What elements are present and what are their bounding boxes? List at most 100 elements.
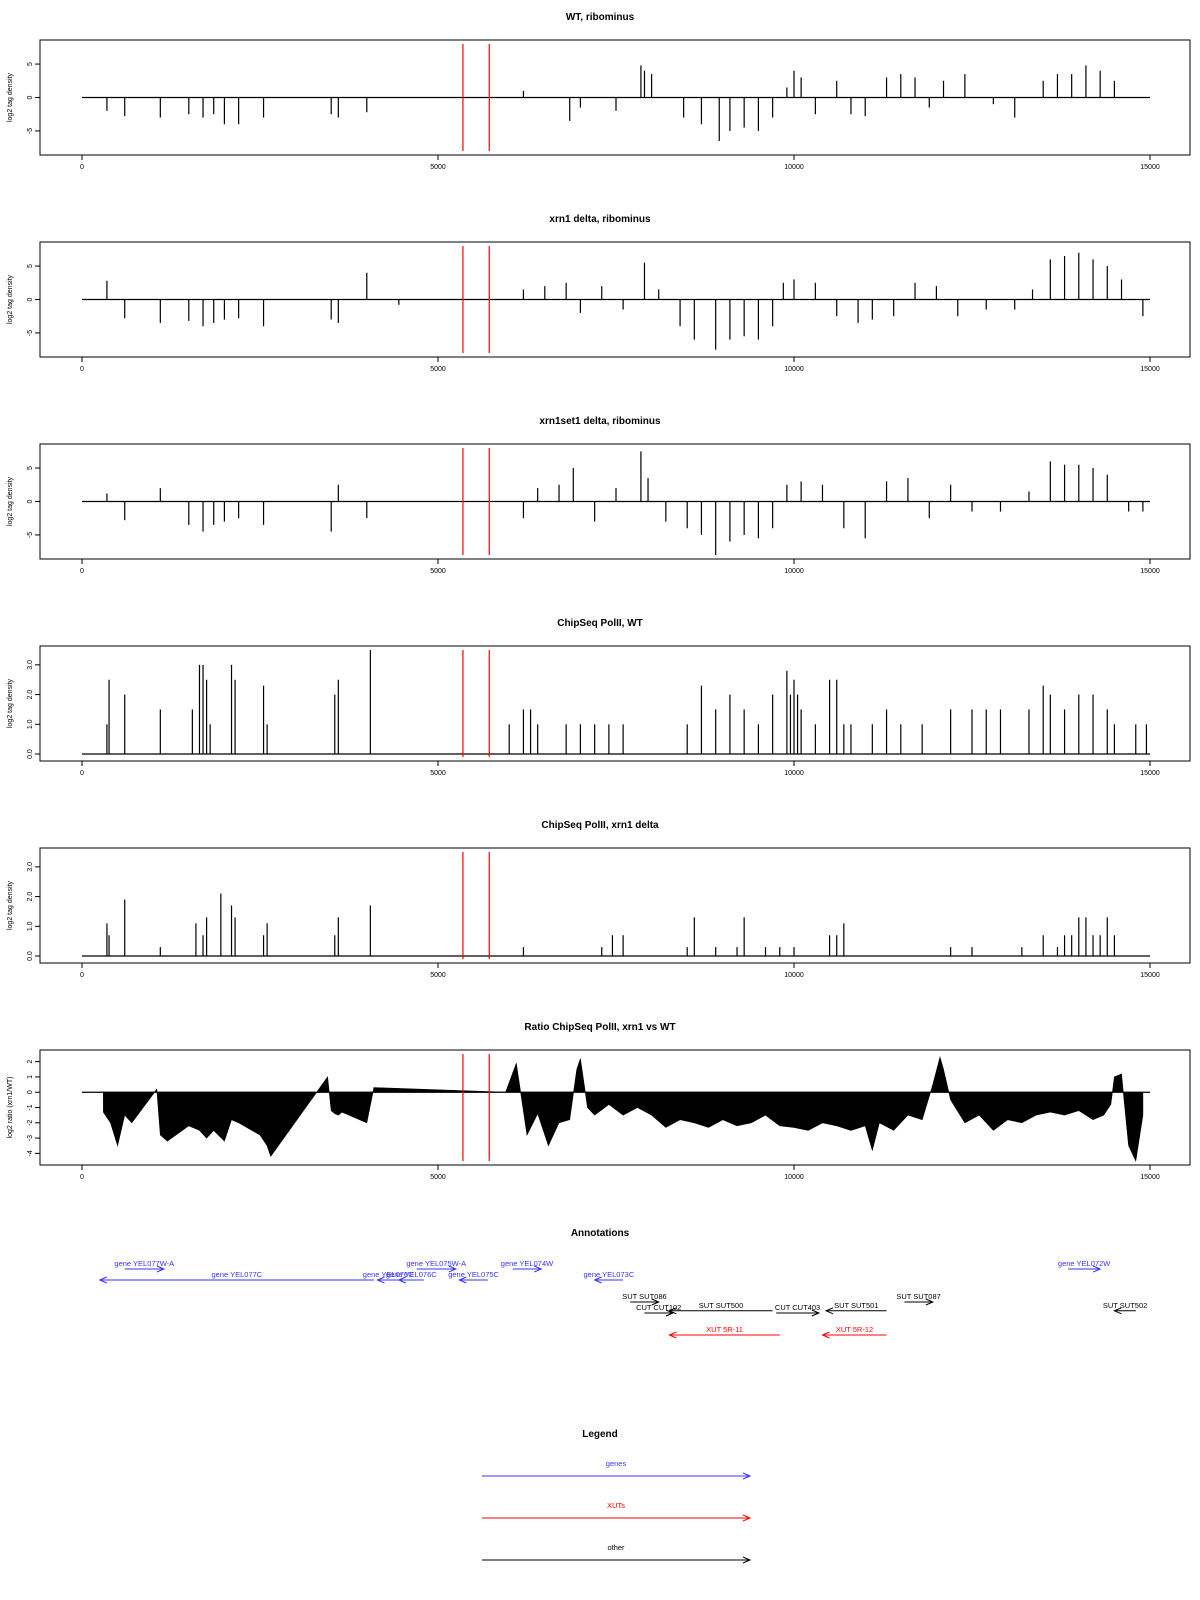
arrow-head bbox=[668, 1331, 677, 1339]
arrow-head bbox=[811, 1309, 821, 1317]
track-panel-1: WT, ribominus -5 0 5 log2 tag density 0 5000 10… bbox=[7, 12, 1191, 171]
x-tick-label: 15000 bbox=[1140, 568, 1160, 575]
arrow-head bbox=[593, 1276, 602, 1284]
track-panel-2: xrn1 delta, ribominus -5 0 5 log2 tag densit… bbox=[7, 214, 1191, 373]
panel-frame bbox=[39, 645, 1191, 762]
annotation-genes: gene YEL076C bbox=[363, 1270, 414, 1284]
x-tick-label: 5000 bbox=[430, 1174, 446, 1181]
panel-frame bbox=[39, 847, 1191, 964]
annotation-label: gene YEL073C bbox=[584, 1270, 635, 1279]
y-tick-label: -1 bbox=[27, 1104, 34, 1110]
arrow-head bbox=[534, 1265, 543, 1273]
annotations-panel: Annotations gene YEL077W-A gene YEL077C ge… bbox=[98, 1228, 1147, 1339]
legend-title: Legend bbox=[582, 1429, 618, 1440]
x-tick-label: 0 bbox=[80, 164, 84, 171]
annotation-label: SUT SUT502 bbox=[1103, 1301, 1147, 1310]
y-tick-label: 2 bbox=[27, 1060, 34, 1064]
legend-label: XUTs bbox=[607, 1501, 625, 1510]
annotation-genes: gene YEL075C bbox=[448, 1270, 500, 1284]
annotation-label: SUT SUT501 bbox=[834, 1301, 878, 1310]
track-panel-4: ChipSeq PolII, WT 0.0 1.0 2.0 3.0 log2 tag de… bbox=[7, 618, 1191, 777]
x-tick-label: 15000 bbox=[1140, 1174, 1160, 1181]
y-axis-label: log2 ratio (xrn1/WT) bbox=[7, 1077, 14, 1139]
track-panel-6: Ratio ChipSeq PolII, xrn1 vs WT -4 -3 -2 -1 0… bbox=[7, 1022, 1191, 1181]
y-tick-label: 1.0 bbox=[27, 921, 34, 931]
y-tick-label: 5 bbox=[27, 466, 34, 470]
legend-items: genes XUTs other bbox=[482, 1459, 752, 1564]
annotation-label: gene YEL074W bbox=[501, 1259, 554, 1268]
annotation-other: CUT CUT403 bbox=[775, 1303, 821, 1317]
x-tick-label: 10000 bbox=[784, 1174, 804, 1181]
legend-item-xuts: XUTs bbox=[482, 1501, 752, 1522]
x-tick-label: 5000 bbox=[430, 972, 446, 979]
annotation-genes: gene YEL073C bbox=[584, 1270, 635, 1284]
arrow-head bbox=[458, 1276, 467, 1284]
x-tick-label: 0 bbox=[80, 568, 84, 575]
y-tick-label: 0 bbox=[27, 499, 34, 503]
arrow-head bbox=[742, 1472, 752, 1480]
arrow-head bbox=[448, 1265, 458, 1273]
annotation-label: CUT CUT102 bbox=[636, 1303, 681, 1312]
panel-title: ChipSeq PolII, xrn1 delta bbox=[541, 820, 659, 831]
y-tick-label: 0 bbox=[27, 297, 34, 301]
x-tick-label: 15000 bbox=[1140, 366, 1160, 373]
y-axis-label: log2 tag density bbox=[7, 274, 14, 324]
y-tick-label: 1.0 bbox=[27, 719, 34, 729]
annotation-label: XUT 5R-12 bbox=[836, 1325, 873, 1334]
arrow-head bbox=[821, 1331, 830, 1339]
annotation-genes: gene YEL074W bbox=[501, 1259, 554, 1273]
arrow-head bbox=[651, 1298, 660, 1306]
y-axis-label: log2 tag density bbox=[7, 476, 14, 526]
arrow-head bbox=[665, 1309, 675, 1317]
arrow-head bbox=[668, 1307, 677, 1315]
annotation-other: CUT CUT102 bbox=[636, 1303, 681, 1317]
legend-label: genes bbox=[606, 1459, 627, 1468]
y-tick-label: 1 bbox=[27, 1075, 34, 1079]
y-tick-label: -2 bbox=[27, 1120, 34, 1126]
y-tick-label: 0 bbox=[27, 95, 34, 99]
legend-item-other: other bbox=[482, 1543, 752, 1564]
legend-panel: Legend genes XUTs other bbox=[482, 1429, 752, 1564]
annotation-label: gene YEL076C bbox=[363, 1270, 414, 1279]
x-tick-label: 0 bbox=[80, 770, 84, 777]
y-axis-label: log2 tag density bbox=[7, 880, 14, 930]
x-tick-label: 15000 bbox=[1140, 164, 1160, 171]
arrow-head bbox=[824, 1307, 834, 1315]
y-tick-label: 3.0 bbox=[27, 660, 34, 670]
legend-item-genes: genes bbox=[482, 1459, 752, 1480]
annotation-other: SUT SUT501 bbox=[824, 1301, 887, 1315]
ratio-area bbox=[103, 1055, 1144, 1163]
y-tick-label: 2.0 bbox=[27, 690, 34, 700]
x-tick-label: 10000 bbox=[784, 164, 804, 171]
annotation-genes: gene YEL072W bbox=[1058, 1259, 1111, 1273]
y-tick-label: 3.0 bbox=[27, 862, 34, 872]
x-tick-label: 0 bbox=[80, 972, 84, 979]
annotation-label: gene YEL075W-A bbox=[406, 1259, 466, 1268]
annotation-other: SUT SUT087 bbox=[896, 1292, 941, 1306]
y-tick-label: -5 bbox=[27, 128, 34, 134]
y-tick-label: -5 bbox=[27, 532, 34, 538]
track-panel-5: ChipSeq PolII, xrn1 delta 0.0 1.0 2.0 3.0 log… bbox=[7, 820, 1191, 979]
x-tick-label: 10000 bbox=[784, 972, 804, 979]
x-tick-label: 10000 bbox=[784, 366, 804, 373]
panel-title: ChipSeq PolII, WT bbox=[557, 618, 643, 629]
annotation-label: SUT SUT500 bbox=[699, 1301, 743, 1310]
annotation-genes: gene YEL076C bbox=[386, 1270, 437, 1284]
y-tick-label: 0.0 bbox=[27, 749, 34, 759]
annotation-genes: gene YEL075W-A bbox=[406, 1259, 466, 1273]
annotation-label: gene YEL076C bbox=[386, 1270, 437, 1279]
annotation-other: SUT SUT500 bbox=[668, 1301, 773, 1315]
annotation-label: CUT CUT403 bbox=[775, 1303, 820, 1312]
arrow-head bbox=[1113, 1307, 1122, 1315]
panel-title: xrn1 delta, ribominus bbox=[549, 214, 651, 225]
y-tick-label: -4 bbox=[27, 1150, 34, 1156]
arrow-head bbox=[1092, 1265, 1102, 1273]
x-tick-label: 15000 bbox=[1140, 770, 1160, 777]
annotation-label: SUT SUT087 bbox=[896, 1292, 940, 1301]
track-panel-3: xrn1set1 delta, ribominus -5 0 5 log2 tag de… bbox=[7, 416, 1191, 575]
y-tick-label: 0.0 bbox=[27, 951, 34, 961]
panel-title: Ratio ChipSeq PolII, xrn1 vs WT bbox=[524, 1022, 675, 1033]
